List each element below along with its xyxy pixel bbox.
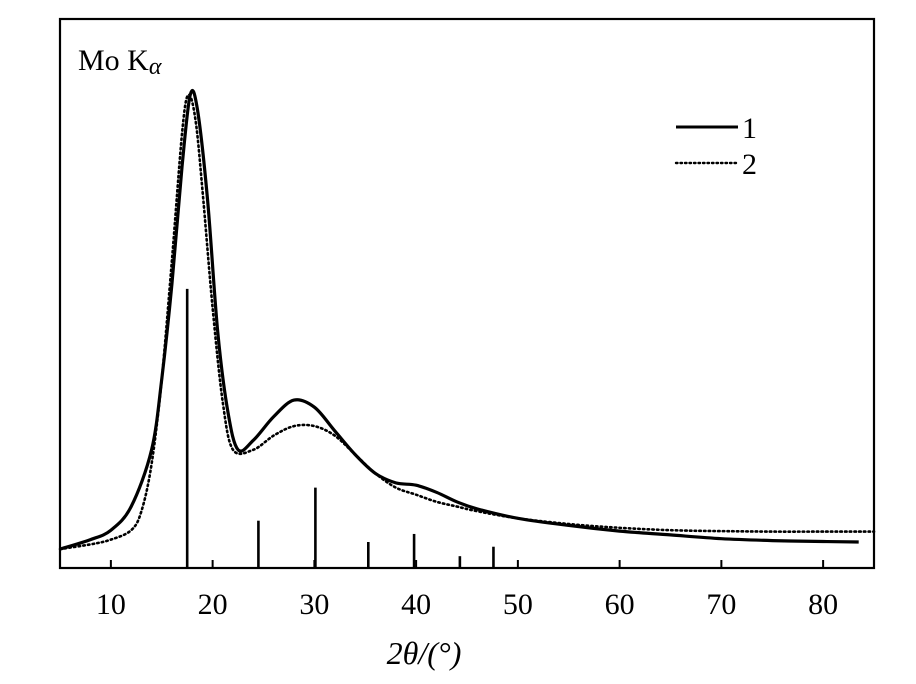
x-tick-label-40: 40 [401, 588, 431, 621]
x-axis-ticks: 10 20 30 40 50 60 70 80 [96, 560, 838, 621]
x-tick-label-20: 20 [198, 588, 228, 621]
x-axis-label: 2θ/(°) [387, 635, 462, 671]
x-tick-label-30: 30 [299, 588, 329, 621]
x-tick-label-70: 70 [706, 588, 736, 621]
reference-lines [185, 288, 495, 568]
radiation-annotation-main: Mo K [78, 44, 149, 77]
legend-label-1: 1 [742, 112, 757, 145]
plot-frame [58, 17, 876, 570]
x-tick-label-80: 80 [808, 588, 838, 621]
x-tick-label-50: 50 [503, 588, 533, 621]
radiation-annotation: Mo Kα [78, 44, 162, 80]
x-tick-label-10: 10 [96, 588, 126, 621]
x-tick-label-60: 60 [605, 588, 635, 621]
series-line-1 [59, 89, 859, 551]
legend: 1 2 [674, 112, 757, 181]
legend-label-2: 2 [742, 148, 757, 181]
series-line-2 [58, 93, 876, 551]
series-layer [58, 89, 876, 551]
radiation-annotation-subscript: α [149, 54, 162, 80]
